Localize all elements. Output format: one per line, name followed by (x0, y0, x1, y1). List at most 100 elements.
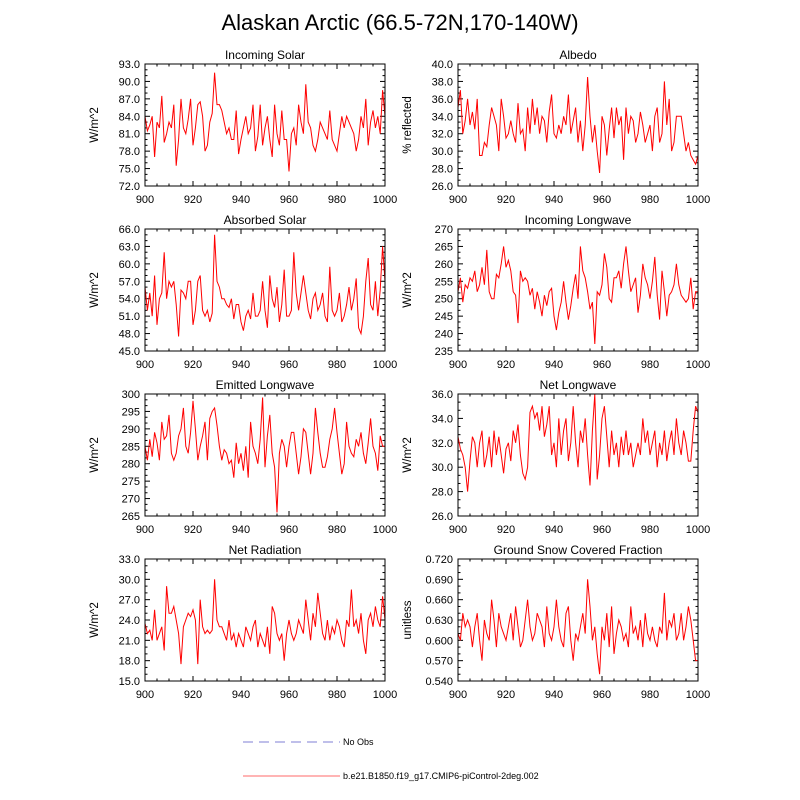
y-tick-label: 30.0 (432, 146, 453, 158)
x-tick-label: 920 (497, 194, 515, 206)
x-tick-label: 980 (641, 194, 659, 206)
y-tick-label: 34.0 (432, 413, 453, 425)
panel-emitted-longwave: Emitted Longwave W/m^2 900 920 940 960 980 1000… (89, 378, 397, 536)
y-tick-label: 24.0 (119, 615, 140, 627)
y-tick-label: 0.720 (425, 554, 453, 566)
y-tick-label: 290 (122, 424, 140, 436)
y-tick-label: 275 (122, 476, 140, 488)
series-line-emitted-longwave (144, 397, 385, 513)
y-tick-label: 30.0 (432, 462, 453, 474)
panel-albedo: Albedo % reflected 900 920 940 960 980 1000 26.0… (402, 48, 710, 206)
x-tick-label: 920 (184, 194, 202, 206)
x-tick-label: 940 (232, 194, 250, 206)
plot-frame (457, 228, 699, 352)
x-tick-label: 1000 (373, 194, 397, 206)
x-tick-label: 960 (280, 689, 298, 701)
y-tick-label: 87.0 (119, 94, 140, 106)
plot-frame (144, 393, 386, 517)
y-tick-label: 0.600 (425, 635, 453, 647)
x-tick-label: 1000 (373, 524, 397, 536)
series-line-incoming-longwave (457, 246, 698, 345)
y-tick-label: 66.0 (119, 224, 140, 236)
x-tick-label: 960 (280, 524, 298, 536)
y-axis-label: W/m^2 (89, 272, 101, 307)
series-line-net-radiation (144, 579, 386, 665)
series-line-albedo (457, 77, 699, 173)
y-tick-label: 18.0 (119, 656, 140, 668)
x-tick-label: 980 (641, 689, 659, 701)
y-tick-label: 295 (122, 406, 140, 418)
x-tick-label: 900 (449, 194, 467, 206)
y-tick-label: 48.0 (119, 329, 140, 341)
y-tick-label: 60.0 (119, 259, 140, 271)
plot-frame (457, 63, 699, 187)
x-tick-label: 900 (136, 689, 154, 701)
y-tick-label: 26.0 (432, 181, 453, 193)
y-tick-label: 57.0 (119, 276, 140, 288)
y-tick-label: 36.0 (432, 389, 453, 401)
y-tick-label: 36.0 (432, 94, 453, 106)
series-line-incoming-solar (144, 72, 386, 172)
panel-ground-snow-covered-fraction: Ground Snow Covered Fraction unitless 900 9… (402, 543, 710, 701)
series-line-absorbed-solar (144, 234, 386, 337)
y-tick-label: 285 (122, 441, 140, 453)
y-tick-label: 28.0 (432, 164, 453, 176)
y-tick-label: 90.0 (119, 76, 140, 88)
y-tick-label: 245 (435, 311, 453, 323)
y-tick-label: 34.0 (432, 111, 453, 123)
x-tick-label: 980 (328, 194, 346, 206)
x-tick-label: 1000 (686, 359, 710, 371)
y-tick-label: 30.0 (119, 574, 140, 586)
x-tick-label: 920 (184, 689, 202, 701)
plot-frame (144, 63, 386, 187)
series-line-ground-snow-covered-fraction (457, 579, 698, 675)
x-tick-label: 1000 (686, 194, 710, 206)
y-tick-label: 78.0 (119, 146, 140, 158)
y-tick-label: 45.0 (119, 346, 140, 358)
y-tick-label: 38.0 (432, 76, 453, 88)
y-tick-label: 265 (435, 241, 453, 253)
panels: Incoming Solar W/m^2 900 920 940 960 980 1000 72… (89, 48, 710, 701)
x-tick-label: 960 (280, 194, 298, 206)
panel-net-radiation: Net Radiation W/m^2 900 920 940 960 980 1000 15.… (89, 543, 397, 701)
x-tick-label: 980 (328, 689, 346, 701)
panel-title: Albedo (559, 48, 597, 62)
x-tick-label: 920 (184, 359, 202, 371)
x-tick-label: 920 (497, 689, 515, 701)
plot-frame (144, 228, 386, 352)
panel-title: Incoming Longwave (525, 213, 632, 227)
x-tick-label: 1000 (686, 689, 710, 701)
panel-title: Ground Snow Covered Fraction (494, 543, 663, 557)
panel-title: Net Radiation (229, 543, 302, 557)
y-tick-label: 26.0 (432, 511, 453, 523)
x-tick-label: 940 (545, 359, 563, 371)
x-tick-label: 900 (449, 359, 467, 371)
y-tick-label: 240 (435, 329, 453, 341)
x-tick-label: 900 (136, 194, 154, 206)
y-tick-label: 84.0 (119, 111, 140, 123)
x-tick-label: 940 (232, 359, 250, 371)
y-tick-label: 280 (122, 459, 140, 471)
plot-frame (144, 558, 386, 682)
y-tick-label: 265 (122, 511, 140, 523)
x-tick-label: 940 (545, 194, 563, 206)
y-tick-label: 0.540 (425, 676, 453, 688)
plot-frame (457, 558, 699, 682)
x-tick-label: 920 (497, 524, 515, 536)
panel-incoming-longwave: Incoming Longwave W/m^2 900 920 940 960 980 100… (402, 213, 710, 371)
plot-frame (457, 393, 699, 517)
panel-title: Incoming Solar (225, 48, 305, 62)
y-tick-label: 54.0 (119, 294, 140, 306)
panel-title: Emitted Longwave (216, 378, 315, 392)
y-axis-label: W/m^2 (89, 602, 101, 637)
y-tick-label: 270 (435, 224, 453, 236)
x-tick-label: 940 (232, 524, 250, 536)
x-tick-label: 1000 (686, 524, 710, 536)
y-tick-label: 72.0 (119, 181, 140, 193)
y-tick-label: 81.0 (119, 129, 140, 141)
x-tick-label: 980 (641, 359, 659, 371)
y-tick-label: 28.0 (432, 487, 453, 499)
y-axis-label: W/m^2 (402, 437, 414, 472)
y-tick-label: 0.630 (425, 615, 453, 627)
